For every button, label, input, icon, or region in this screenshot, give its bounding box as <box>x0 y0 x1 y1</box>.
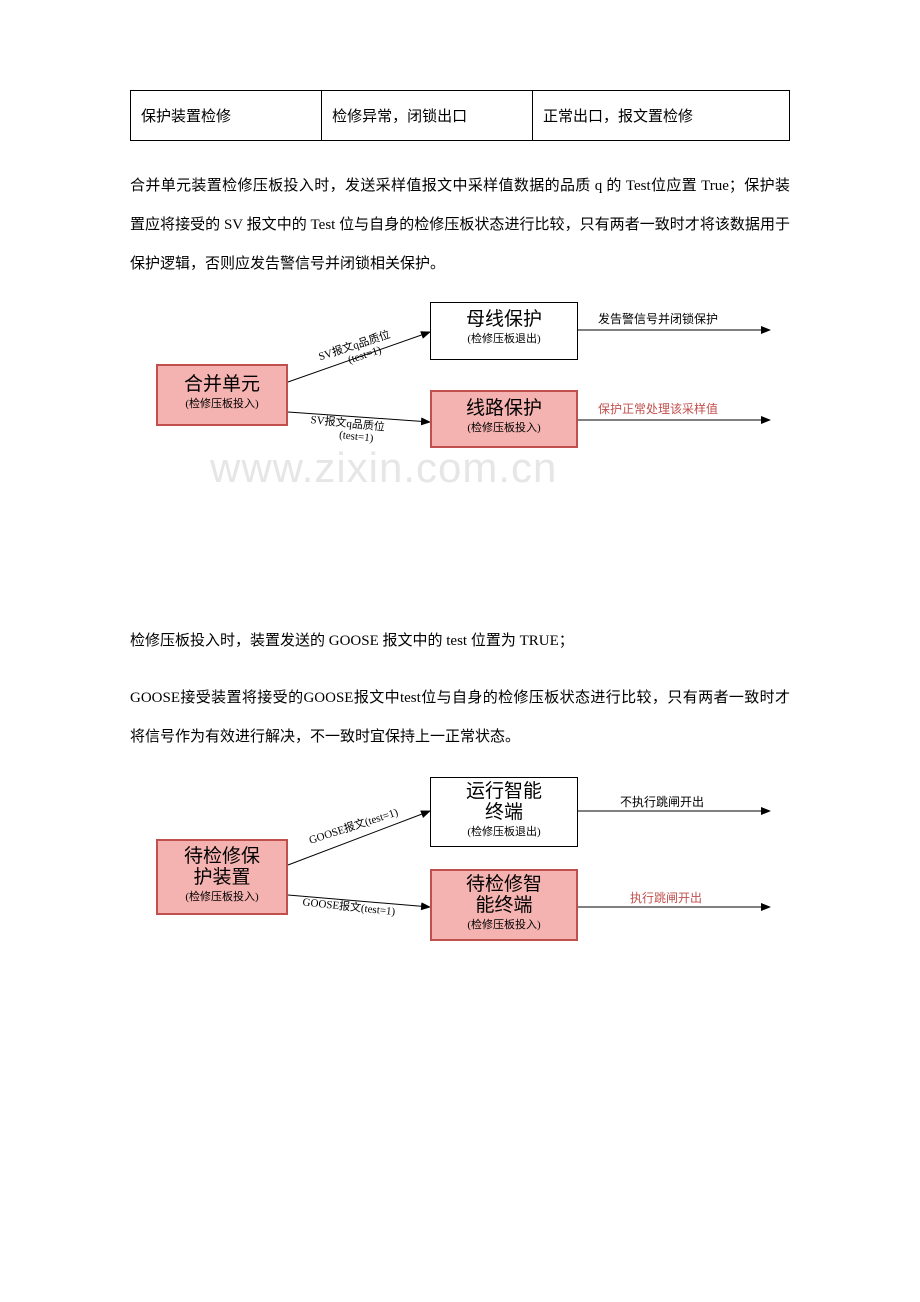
paragraph-1: 合并单元装置检修压板投入时，发送采样值报文中采样值数据的品质 q 的 Test位… <box>130 167 790 284</box>
paragraph-3: GOOSE接受装置将接受的GOOSE报文中test位与自身的检修压板状态进行比较… <box>130 679 790 757</box>
node-prot: 待检修保护装置 (检修压板投入) <box>156 839 288 915</box>
node-mu-sub: (检修压板投入) <box>158 398 286 411</box>
node-bus-sub: (检修压板退出) <box>431 333 577 346</box>
node-run-title: 运行智能终端 <box>431 782 577 824</box>
node-prot-sub: (检修压板投入) <box>158 891 286 904</box>
node-line: 线路保护 (检修压板投入) <box>430 390 578 448</box>
cell-c2: 检修异常，闭锁出口 <box>332 109 467 125</box>
d1-out-dn: 保护正常处理该采样值 <box>598 400 718 417</box>
node-prot-title: 待检修保护装置 <box>158 847 286 889</box>
svg-text:GOOSE报文(test=1): GOOSE报文(test=1) <box>302 894 396 918</box>
node-maint-sub: (检修压板投入) <box>432 919 576 932</box>
cell-c1: 保护装置检修 <box>141 109 231 125</box>
paragraph-2: 检修压板投入时，装置发送的 GOOSE 报文中的 test 位置为 TRUE； <box>130 622 790 661</box>
node-line-title: 线路保护 <box>432 398 576 420</box>
node-mu-title: 合并单元 <box>158 374 286 396</box>
d2-out-dn: 执行跳闸开出 <box>630 889 702 906</box>
header-table: 保护装置检修 检修异常，闭锁出口 正常出口，报文置检修 <box>130 90 790 141</box>
node-maint: 待检修智能终端 (检修压板投入) <box>430 869 578 941</box>
diagram-sv: SV报文q品质位 (test=1) SV报文q品质位 (test=1) 合并单元… <box>130 302 790 502</box>
d2-out-up: 不执行跳闸开出 <box>620 793 704 810</box>
node-mu: 合并单元 (检修压板投入) <box>156 364 288 426</box>
node-maint-title: 待检修智能终端 <box>432 875 576 917</box>
node-bus-title: 母线保护 <box>431 309 577 331</box>
node-line-sub: (检修压板投入) <box>432 422 576 435</box>
node-bus: 母线保护 (检修压板退出) <box>430 302 578 360</box>
node-run: 运行智能终端 (检修压板退出) <box>430 777 578 847</box>
node-run-sub: (检修压板退出) <box>431 826 577 839</box>
diagram-goose: GOOSE报文(test=1) GOOSE报文(test=1) 待检修保护装置 … <box>130 777 790 957</box>
cell-c3: 正常出口，报文置检修 <box>543 109 693 125</box>
svg-text:SV报文q品质位 (test=1): SV报文q品质位 (test=1) <box>309 412 389 446</box>
d1-out-up: 发告警信号并闭锁保护 <box>598 310 718 327</box>
d2-edge-dn: GOOSE报文(test=1) <box>302 894 396 918</box>
